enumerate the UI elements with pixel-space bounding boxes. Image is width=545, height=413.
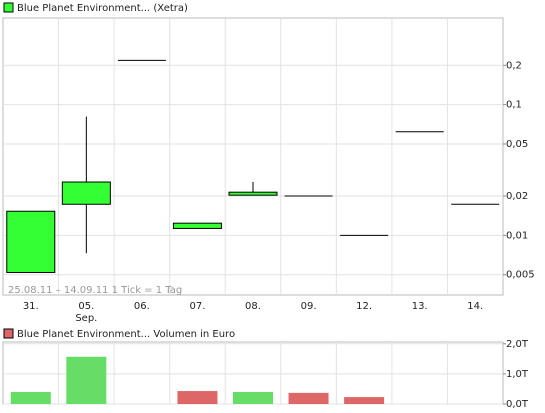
x-tick-label: 14.: [467, 301, 483, 312]
volume-bar: [233, 391, 273, 404]
x-tick-label: 12.: [356, 301, 372, 312]
legend-swatch: [3, 2, 14, 13]
y-tick-label: 0,005: [506, 270, 535, 281]
volume-bar: [177, 391, 218, 404]
candle-body: [172, 222, 222, 229]
candle-body: [61, 181, 111, 205]
volume-bar: [344, 397, 385, 404]
y-tick-label: 0,02: [506, 191, 528, 202]
x-tick-label: 06.: [134, 301, 150, 312]
y-tick-label: 2,0T: [506, 339, 529, 350]
volume-bar: [66, 356, 107, 404]
candle-body: [228, 191, 278, 196]
y-tick-label: 0,05: [506, 139, 528, 150]
x-tick-label: 07.: [189, 301, 205, 312]
x-tick-label: 13.: [412, 301, 428, 312]
price-frame: [2, 17, 504, 296]
x-tick-label: 05.: [78, 301, 94, 312]
y-tick-label: 1,0T: [506, 369, 529, 380]
candle-body: [6, 210, 56, 274]
chart-title: Blue Planet Environment... Volumen in Eu…: [17, 329, 235, 340]
x-tick-sublabel: Sep.: [75, 313, 97, 324]
volume-bar: [288, 392, 329, 404]
x-tick-label: 08.: [245, 301, 261, 312]
y-tick-label: 0,01: [506, 230, 528, 241]
annotation: 25.08.11 – 14.09.11 1 Tick = 1 Tag: [8, 285, 182, 296]
volume-bar: [10, 391, 51, 404]
chart-title: Blue Planet Environment... (Xetra): [17, 3, 188, 14]
y-tick-label: 0,1: [506, 100, 522, 111]
x-tick-label: 09.: [301, 301, 317, 312]
x-tick-label: 31.: [23, 301, 39, 312]
legend-swatch: [3, 328, 14, 339]
y-tick-label: 0,2: [506, 60, 522, 71]
y-tick-label: 0,0T: [506, 399, 529, 410]
